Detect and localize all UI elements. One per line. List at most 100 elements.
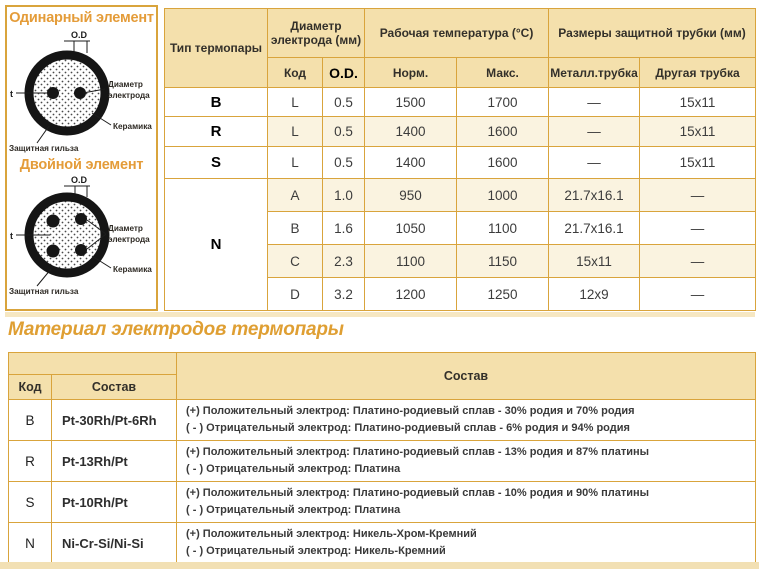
spec-cell-max: 1700 bbox=[456, 87, 550, 117]
spec-cell-other: 15x11 bbox=[639, 87, 757, 117]
spec-cell-od: 2.3 bbox=[321, 244, 366, 278]
col-header-type: Тип термопары bbox=[164, 8, 268, 88]
electrode-diameter-label: электрода bbox=[108, 91, 150, 100]
single-element-title: Одинарный элемент bbox=[9, 10, 154, 26]
electrode-positive-line: (+) Положительный электрод: Платино-роди… bbox=[186, 446, 650, 459]
col-header-code: Код bbox=[267, 57, 323, 88]
spec-cell-metal: — bbox=[548, 116, 641, 147]
electrode-dot bbox=[46, 244, 60, 258]
page-bottom-strip bbox=[0, 562, 759, 569]
t-label: t bbox=[10, 231, 13, 241]
material-cell-code: N bbox=[8, 522, 52, 565]
material-row-N: N Ni-Cr-Si/Ni-Si (+) Положительный элект… bbox=[8, 522, 756, 565]
spec-cell-metal: 21.7x16.1 bbox=[548, 178, 641, 212]
double-element-diagram: O.D t Диаметр электрода Керамика Защи bbox=[9, 175, 152, 296]
electrode-dot bbox=[75, 244, 87, 256]
spec-cell-other: 15x11 bbox=[639, 116, 757, 147]
spec-cell-metal: — bbox=[548, 146, 641, 179]
material-cell-composition: Ni-Cr-Si/Ni-Si bbox=[51, 522, 177, 565]
material-cell-composition: Pt-30Rh/Pt-6Rh bbox=[51, 398, 177, 442]
material-cell-description: (+) Положительный электрод: Платино-роди… bbox=[176, 440, 756, 483]
electrode-negative-line: ( - ) Отрицательный электрод: Платино-ро… bbox=[186, 422, 630, 435]
material-header-spacer bbox=[8, 352, 177, 375]
spec-row-N-A: N A 1.0 950 1000 21.7x16.1 — bbox=[164, 178, 757, 311]
spec-cell-norm: 1400 bbox=[364, 146, 458, 179]
electrode-diameter-label: электрода bbox=[108, 235, 150, 244]
spec-cell-norm: 1050 bbox=[364, 211, 458, 245]
spec-row-N-D: D 3.2 1200 1250 12x9 — bbox=[165, 277, 757, 311]
electrode-dot bbox=[74, 87, 86, 99]
spec-cell-code: L bbox=[267, 87, 323, 117]
col-header-od: O.D. bbox=[321, 57, 366, 88]
electrode-diameter-label: Диаметр bbox=[108, 80, 143, 89]
col-header-tube-sizes: Размеры защитной трубки (мм) bbox=[548, 8, 757, 58]
spec-header-row-1: Тип термопары Диаметр электрода (мм) Раб… bbox=[164, 8, 757, 88]
spec-header-row-2: Код O.D. Норм. Макс. Металл.трубка Друга… bbox=[165, 57, 757, 88]
spec-row-B: B L 0.5 1500 1700 — 15x11 bbox=[164, 87, 757, 117]
material-header-composition-detail: Состав bbox=[176, 352, 756, 400]
spec-cell-od: 1.0 bbox=[321, 178, 366, 212]
electrode-diameter-label: Диаметр bbox=[108, 224, 143, 233]
spec-cell-max: 1100 bbox=[456, 211, 550, 245]
material-header-composition: Состав bbox=[51, 374, 177, 400]
od-label: O.D bbox=[71, 30, 88, 40]
spec-cell-max: 1000 bbox=[456, 178, 550, 212]
ceramic-label: Керамика bbox=[113, 122, 152, 131]
spec-cell-type: S bbox=[164, 146, 268, 179]
spec-cell-type: R bbox=[164, 116, 268, 147]
spec-cell-type: B bbox=[164, 87, 268, 117]
spec-cell-other: — bbox=[639, 211, 757, 245]
electrode-positive-line: (+) Положительный электрод: Платино-роди… bbox=[186, 487, 650, 500]
spec-cell-od: 0.5 bbox=[321, 87, 366, 117]
electrode-dot bbox=[47, 87, 59, 99]
spec-cell-code: L bbox=[267, 146, 323, 179]
spec-cell-max: 1250 bbox=[456, 277, 550, 311]
spec-cell-od: 0.5 bbox=[321, 146, 366, 179]
spec-row-N-B: B 1.6 1050 1100 21.7x16.1 — bbox=[165, 211, 757, 245]
spec-row-N-C: C 2.3 1100 1150 15x11 — bbox=[165, 244, 757, 278]
spec-cell-norm: 950 bbox=[364, 178, 458, 212]
spec-cell-od: 1.6 bbox=[321, 211, 366, 245]
spec-cell-max: 1600 bbox=[456, 116, 550, 147]
col-header-norm: Норм. bbox=[364, 57, 458, 88]
spec-cell-norm: 1100 bbox=[364, 244, 458, 278]
spec-cell-code: L bbox=[267, 116, 323, 147]
spec-cell-norm: 1500 bbox=[364, 87, 458, 117]
material-cell-description: (+) Положительный электрод: Платино-роди… bbox=[176, 398, 756, 442]
material-cell-description: (+) Положительный электрод: Платино-роди… bbox=[176, 481, 756, 524]
material-cell-composition: Pt-13Rh/Pt bbox=[51, 440, 177, 483]
spec-cell-max: 1600 bbox=[456, 146, 550, 179]
spec-cell-code: C bbox=[267, 244, 323, 278]
spec-cell-metal: — bbox=[548, 87, 641, 117]
electrode-negative-line: ( - ) Отрицательный электрод: Платина bbox=[186, 504, 401, 517]
material-header-row-2: Код Состав bbox=[8, 374, 756, 400]
spec-cell-od: 3.2 bbox=[321, 277, 366, 311]
col-header-electrode-diameter: Диаметр электрода (мм) bbox=[266, 8, 366, 58]
electrode-positive-line: (+) Положительный электрод: Платино-роди… bbox=[186, 405, 635, 417]
ceramic-label: Керамика bbox=[113, 265, 152, 274]
material-row-B: B Pt-30Rh/Pt-6Rh (+) Положительный элект… bbox=[8, 398, 756, 442]
spec-cell-metal: 21.7x16.1 bbox=[548, 211, 641, 245]
spec-cell-other: — bbox=[639, 178, 757, 212]
spec-cell-norm: 1400 bbox=[364, 116, 458, 147]
spec-cell-type: N bbox=[164, 178, 268, 311]
material-cell-code: S bbox=[8, 481, 52, 524]
spec-cell-code: B bbox=[267, 211, 323, 245]
material-section-title: Материал электродов термопары bbox=[8, 319, 344, 340]
spec-row-R: R L 0.5 1400 1600 — 15x11 bbox=[164, 116, 757, 147]
single-element-diagram: O.D t Диаметр электрода Керамика Защитна… bbox=[9, 30, 152, 153]
spec-cell-norm: 1200 bbox=[364, 277, 458, 311]
electrode-positive-line: (+) Положительный электрод: Никель-Хром-… bbox=[186, 528, 477, 541]
spec-cell-other: 15x11 bbox=[639, 146, 757, 179]
spec-row-S: S L 0.5 1400 1600 — 15x11 bbox=[164, 146, 757, 179]
spec-cell-od: 0.5 bbox=[321, 116, 366, 147]
material-header-row-1: Состав bbox=[8, 352, 756, 400]
material-cell-code: R bbox=[8, 440, 52, 483]
spec-cell-code: D bbox=[267, 277, 323, 311]
material-row-S: S Pt-10Rh/Pt (+) Положительный электрод:… bbox=[8, 481, 756, 524]
col-header-other-tube: Другая трубка bbox=[639, 57, 757, 88]
protective-sheath-label: Защитная гильза bbox=[9, 287, 79, 296]
od-label: O.D bbox=[71, 175, 88, 185]
electrode-negative-line: ( - ) Отрицательный электрод: Платина bbox=[186, 463, 401, 476]
element-diagrams-panel: Одинарный элемент O.D t bbox=[5, 5, 158, 311]
